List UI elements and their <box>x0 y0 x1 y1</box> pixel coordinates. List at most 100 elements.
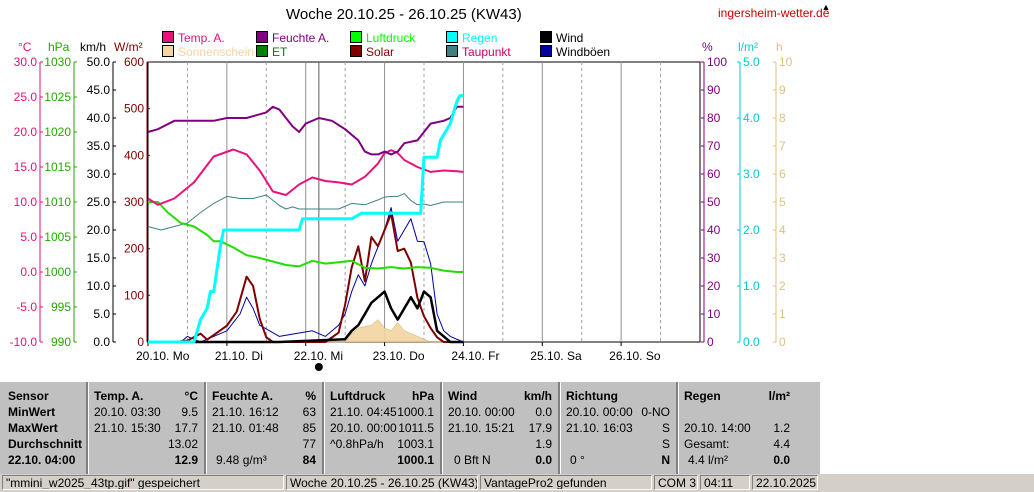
axis-tick-lm2: 5.0 <box>743 55 760 69</box>
axis-tick-lm2: 0.0 <box>743 335 760 349</box>
legend-item-windb-en: Windböen <box>540 45 610 59</box>
legend-label: Feuchte A. <box>272 31 330 45</box>
stats-direction-degrees: 0 ° <box>570 453 585 467</box>
legend-item-regen: Regen <box>446 31 497 45</box>
legend-item-luftdruck: Luftdruck <box>350 31 415 45</box>
x-day-label: 20.10. Mo <box>136 349 190 363</box>
stats-wind-bft: 0 Bft N <box>454 453 491 467</box>
stats-direction-avg: S <box>661 437 670 451</box>
stats-avg-label: Durchschnitt <box>8 437 83 451</box>
axis-tick-wm2: 600 <box>124 55 144 69</box>
axis-tick-hours: 0 <box>779 335 786 349</box>
stats-humidity-max-val: 85 <box>302 421 316 435</box>
axis-unit-celsius: °C <box>18 40 32 54</box>
legend-item-sonnenschein: Sonnenschein <box>162 45 254 59</box>
axis-tick-percent: 90 <box>707 83 721 97</box>
stats-pressure-min-time: 21.10. 04:45 <box>330 405 397 419</box>
stats-temp-avg: 13.02 <box>167 437 198 451</box>
axis-tick-hpa: 1030 <box>44 55 71 69</box>
series-luftdruck <box>148 201 464 273</box>
series-taupunkt <box>147 193 464 231</box>
axis-tick-kmh: 0.0 <box>93 335 110 349</box>
status-time: 04:11 <box>700 475 750 490</box>
axis-tick-wm2: 100 <box>124 288 144 302</box>
stats-now-label: 22.10. 04:00 <box>8 453 76 467</box>
stats-humidity-abs: 9.48 g/m³ <box>216 453 267 467</box>
axis-tick-hours: 2 <box>779 279 786 293</box>
stats-direction-min-time: 20.10. 00:00 <box>566 405 633 419</box>
axis-tick-hpa: 995 <box>51 300 71 314</box>
axis-tick-hours: 6 <box>779 167 786 181</box>
axis-tick-kmh: 25.0 <box>87 195 111 209</box>
legend-label: ET <box>272 45 288 59</box>
legend-swatch <box>446 31 458 43</box>
stats-humidity-max-time: 21.10. 01:48 <box>212 421 279 435</box>
stats-rain-unit: l/m² <box>768 389 790 403</box>
site-link[interactable]: ingersheim-wetter.de <box>718 6 830 20</box>
axis-tick-percent: 30 <box>707 251 721 265</box>
axis-tick-celsius: -5.0 <box>16 300 37 314</box>
axis-tick-kmh: 35.0 <box>87 139 111 153</box>
series-sonnenschein <box>148 319 464 343</box>
axis-tick-hpa: 990 <box>51 335 71 349</box>
stats-rain-now-total: 4.4 l/m² <box>688 453 729 467</box>
legend-swatch <box>256 45 268 57</box>
stats-rain-total-label: Gesamt: <box>684 437 730 451</box>
axis-tick-hours: 10 <box>779 55 793 69</box>
stats-wind-min-time: 20.10. 00:00 <box>448 405 515 419</box>
stats-direction-header: Richtung <box>566 389 618 403</box>
x-day-label: 21.10. Di <box>215 349 263 363</box>
legend-label: Temp. A. <box>178 31 225 45</box>
axis-tick-hours: 5 <box>779 195 786 209</box>
legend-swatch <box>350 31 362 43</box>
x-day-label: 26.10. So <box>609 349 661 363</box>
legend-label: Windböen <box>556 45 611 59</box>
stats-rain-header: Regen <box>684 389 721 403</box>
stats-wind-unit: km/h <box>523 389 552 403</box>
stats-direction-now: N <box>661 453 670 467</box>
stats-temp-min-time: 20.10. 03:30 <box>94 405 161 419</box>
axis-tick-wm2: 500 <box>124 102 144 116</box>
stats-temp-now: 12.9 <box>174 453 198 467</box>
legend-swatch <box>540 45 552 57</box>
axis-tick-wm2: 200 <box>124 242 144 256</box>
x-day-label: 22.10. Mi <box>294 349 343 363</box>
axis-tick-hours: 4 <box>779 223 786 237</box>
status-station: VantagePro2 gefunden <box>480 475 652 490</box>
stats-wind-header: Wind <box>448 389 478 403</box>
axis-tick-percent: 100 <box>707 55 727 69</box>
legend-item-wind: Wind <box>540 31 583 45</box>
stats-wind-min-val: 0.0 <box>535 405 552 419</box>
axis-tick-celsius: 10.0 <box>14 195 38 209</box>
legend-label: Wind <box>556 31 584 45</box>
stats-pressure-min-val: 1000.1 <box>397 405 434 419</box>
stats-temp-max-time: 21.10. 15:30 <box>94 421 161 435</box>
status-file: "mmini_w2025_43tp.gif" gespeichert <box>2 475 284 490</box>
axis-unit-percent: % <box>702 40 713 54</box>
axis-unit-wm2: W/m² <box>114 40 143 54</box>
legend-label: Taupunkt <box>462 45 511 59</box>
stats-rain-max-val: 1.2 <box>773 421 790 435</box>
axis-unit-lm2: l/m² <box>738 40 758 54</box>
axis-unit-hpa: hPa <box>48 40 70 54</box>
moon-phase-icon <box>314 363 323 371</box>
legend-label: Regen <box>462 31 498 45</box>
x-day-label: 23.10. Do <box>373 349 425 363</box>
series-windb-en <box>148 207 464 343</box>
legend-item-et: ET <box>256 45 287 59</box>
stats-direction-max-time: 21.10. 16:03 <box>566 421 633 435</box>
axis-tick-lm2: 4.0 <box>743 111 760 125</box>
stats-humidity-now: 84 <box>302 453 316 467</box>
scroll-up-arrow-icon[interactable]: ▲ <box>821 2 831 12</box>
status-week: Woche 20.10.25 - 26.10.25 (KW43) <box>286 475 478 490</box>
stats-humidity-min-time: 21.10. 16:12 <box>212 405 279 419</box>
stats-pressure-max-time: 20.10. 00:00 <box>330 421 397 435</box>
legend-swatch <box>256 31 268 43</box>
axis-tick-kmh: 5.0 <box>93 307 110 321</box>
axis-tick-percent: 10 <box>707 307 721 321</box>
axis-tick-wm2: 400 <box>124 148 144 162</box>
axis-tick-hours: 9 <box>779 83 786 97</box>
stats-rain-total: 4.4 <box>773 437 790 451</box>
axis-tick-hpa: 1010 <box>44 195 71 209</box>
axis-unit-hours: h <box>776 40 783 54</box>
